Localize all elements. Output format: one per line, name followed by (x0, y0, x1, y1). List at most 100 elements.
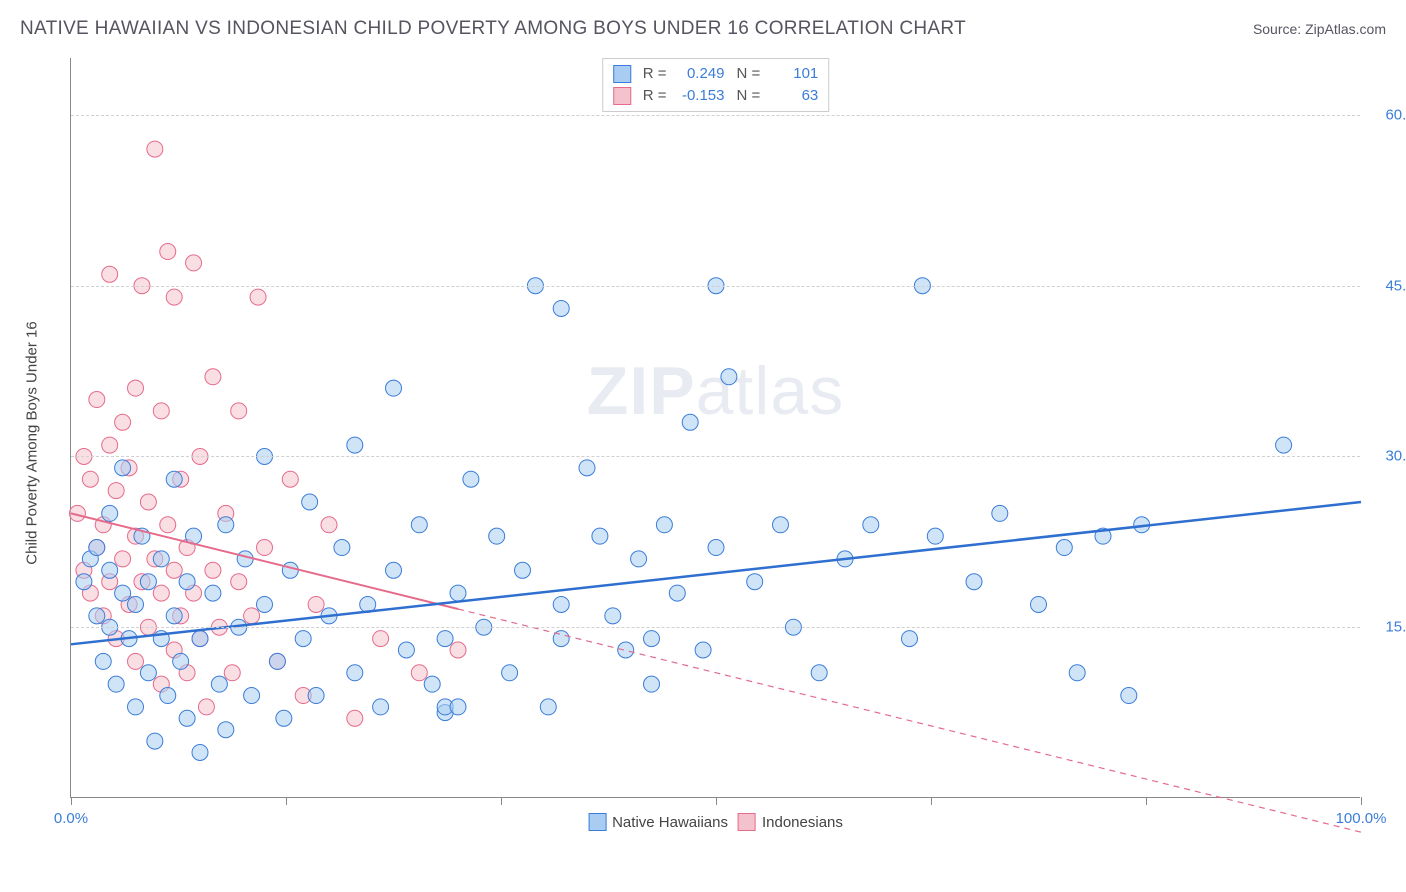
marker-hawaiian (695, 642, 711, 658)
marker-hawaiian (437, 631, 453, 647)
marker-hawaiian (308, 688, 324, 704)
marker-hawaiian (373, 699, 389, 715)
marker-indonesian (186, 255, 202, 271)
trend-hawaiian-solid (71, 502, 1361, 644)
marker-hawaiian (747, 574, 763, 590)
marker-indonesian (250, 289, 266, 305)
swatch-pink (738, 813, 756, 831)
marker-hawaiian (927, 528, 943, 544)
x-tick (1146, 797, 1147, 805)
marker-hawaiian (1056, 540, 1072, 556)
legend-item-indonesians: Indonesians (738, 813, 843, 831)
marker-hawaiian (276, 710, 292, 726)
marker-hawaiian (631, 551, 647, 567)
marker-hawaiian (463, 471, 479, 487)
marker-indonesian (160, 517, 176, 533)
gridline-h (71, 115, 1360, 116)
marker-indonesian (108, 483, 124, 499)
marker-indonesian (224, 665, 240, 681)
x-tick (286, 797, 287, 805)
marker-hawaiian (398, 642, 414, 658)
marker-hawaiian (773, 517, 789, 533)
marker-hawaiian (450, 585, 466, 601)
marker-hawaiian (644, 631, 660, 647)
marker-hawaiian (218, 722, 234, 738)
marker-hawaiian (721, 369, 737, 385)
y-axis-label: Child Poverty Among Boys Under 16 (24, 321, 41, 564)
marker-indonesian (244, 608, 260, 624)
y-tick-label: 15.0% (1385, 619, 1406, 636)
marker-hawaiian (269, 653, 285, 669)
marker-hawaiian (618, 642, 634, 658)
marker-hawaiian (282, 562, 298, 578)
marker-hawaiian (411, 517, 427, 533)
marker-hawaiian (334, 540, 350, 556)
marker-hawaiian (153, 551, 169, 567)
marker-indonesian (89, 392, 105, 408)
marker-hawaiian (579, 460, 595, 476)
chart-header: NATIVE HAWAIIAN VS INDONESIAN CHILD POVE… (20, 18, 1386, 40)
marker-hawaiian (605, 608, 621, 624)
marker-hawaiian (347, 437, 363, 453)
marker-indonesian (231, 403, 247, 419)
marker-hawaiian (115, 460, 131, 476)
x-tick (71, 797, 72, 805)
marker-hawaiian (244, 688, 260, 704)
legend-row-indonesians: R = -0.153 N = 63 (613, 85, 819, 107)
marker-indonesian (147, 141, 163, 157)
marker-hawaiian (902, 631, 918, 647)
chart-title: NATIVE HAWAIIAN VS INDONESIAN CHILD POVE… (20, 18, 966, 40)
x-tick (501, 797, 502, 805)
marker-hawaiian (140, 574, 156, 590)
y-tick-label: 45.0% (1385, 277, 1406, 294)
marker-indonesian (166, 289, 182, 305)
marker-indonesian (257, 540, 273, 556)
marker-hawaiian (540, 699, 556, 715)
legend-item-hawaiians: Native Hawaiians (588, 813, 728, 831)
marker-hawaiian (192, 744, 208, 760)
marker-hawaiian (450, 699, 466, 715)
marker-hawaiian (147, 733, 163, 749)
marker-hawaiian (205, 585, 221, 601)
marker-indonesian (128, 653, 144, 669)
plot-region: ZIPatlas R = 0.249 N = 101 R = -0.153 N … (70, 58, 1360, 798)
legend-row-hawaiians: R = 0.249 N = 101 (613, 63, 819, 85)
marker-indonesian (102, 437, 118, 453)
marker-indonesian (153, 403, 169, 419)
marker-hawaiian (592, 528, 608, 544)
marker-indonesian (140, 494, 156, 510)
marker-hawaiian (644, 676, 660, 692)
gridline-h (71, 456, 1360, 457)
marker-hawaiian (179, 710, 195, 726)
marker-indonesian (82, 471, 98, 487)
marker-hawaiian (992, 505, 1008, 521)
marker-indonesian (411, 665, 427, 681)
marker-hawaiian (682, 414, 698, 430)
marker-hawaiian (966, 574, 982, 590)
marker-hawaiian (386, 380, 402, 396)
marker-indonesian (166, 562, 182, 578)
marker-indonesian (160, 244, 176, 260)
marker-indonesian (282, 471, 298, 487)
marker-hawaiian (160, 688, 176, 704)
marker-indonesian (347, 710, 363, 726)
marker-hawaiian (347, 665, 363, 681)
marker-indonesian (231, 574, 247, 590)
source-attribution: Source: ZipAtlas.com (1253, 21, 1386, 37)
x-tick (1361, 797, 1362, 805)
marker-hawaiian (1069, 665, 1085, 681)
marker-hawaiian (1121, 688, 1137, 704)
marker-indonesian (102, 266, 118, 282)
marker-hawaiian (1031, 596, 1047, 612)
marker-hawaiian (89, 608, 105, 624)
marker-indonesian (153, 585, 169, 601)
marker-hawaiian (811, 665, 827, 681)
marker-hawaiian (166, 471, 182, 487)
gridline-h (71, 627, 1360, 628)
x-tick-label: 0.0% (54, 810, 88, 827)
marker-indonesian (115, 414, 131, 430)
x-tick (931, 797, 932, 805)
marker-hawaiian (192, 631, 208, 647)
marker-indonesian (321, 517, 337, 533)
marker-hawaiian (140, 665, 156, 681)
